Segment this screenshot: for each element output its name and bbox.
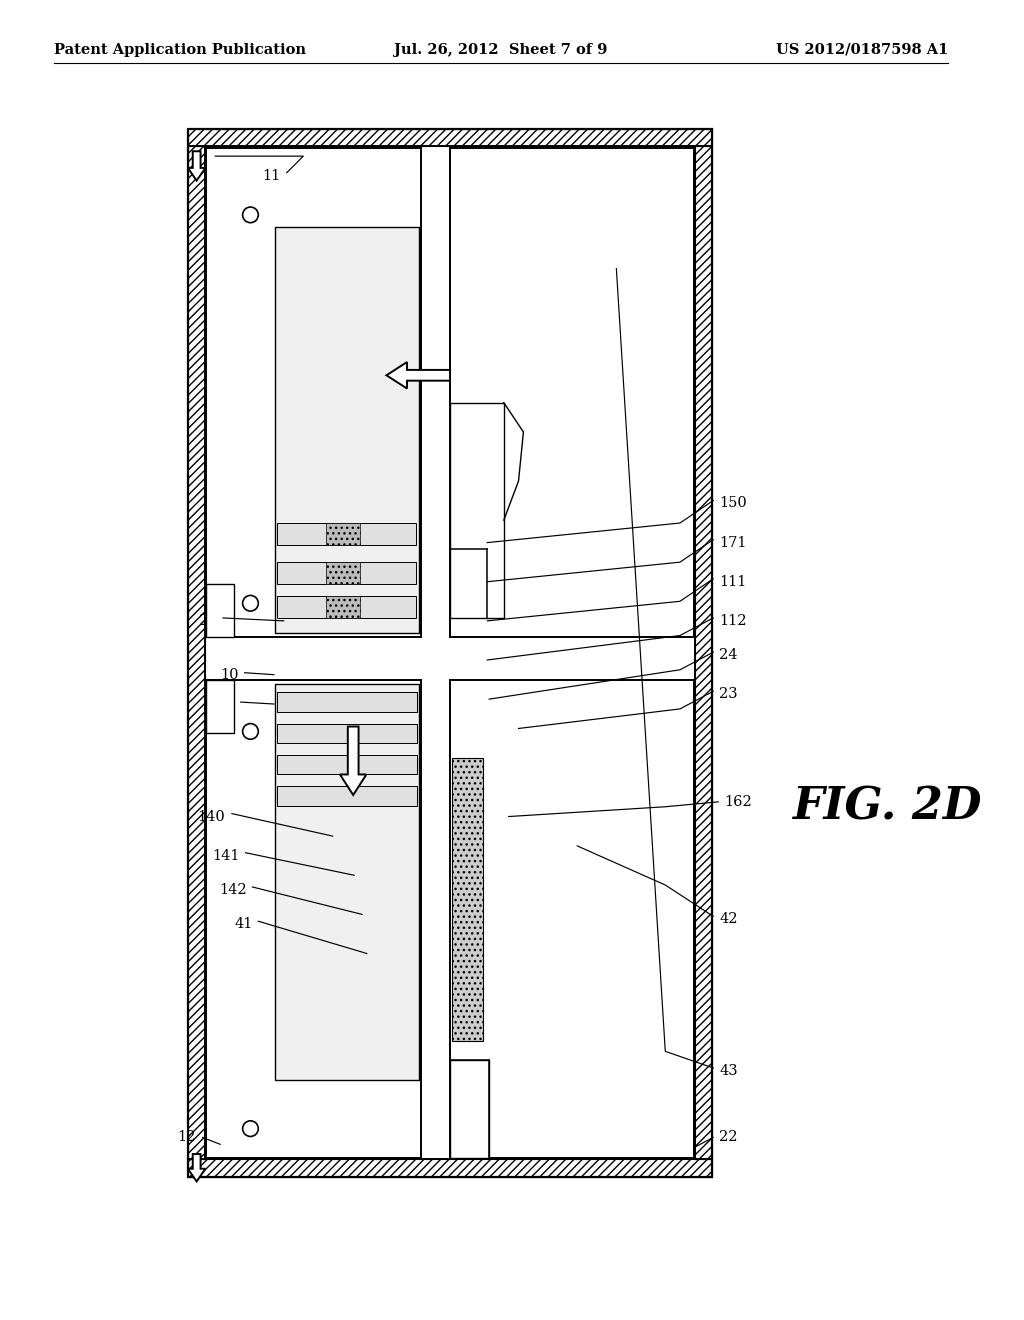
Bar [276, 787, 417, 805]
FancyArrow shape [187, 1154, 206, 1181]
Bar [276, 562, 416, 583]
FancyArrow shape [187, 152, 206, 181]
Bar [326, 523, 360, 545]
Text: 111: 111 [719, 574, 746, 589]
Circle shape [243, 723, 258, 739]
Bar [276, 523, 416, 545]
Text: Patent Application Publication: Patent Application Publication [54, 42, 306, 57]
Text: 112: 112 [719, 614, 746, 628]
Text: 20: 20 [216, 697, 234, 711]
Text: 140: 140 [198, 809, 225, 824]
Bar [276, 597, 416, 618]
Text: 10: 10 [220, 668, 239, 681]
Bar [274, 227, 419, 632]
Bar [452, 758, 483, 1040]
Circle shape [243, 207, 258, 223]
Text: 42: 42 [719, 912, 737, 927]
Text: 23: 23 [719, 688, 737, 701]
Bar [326, 597, 360, 618]
Bar [207, 680, 233, 734]
Text: 150: 150 [719, 496, 746, 511]
Bar [187, 1159, 713, 1176]
Bar [450, 403, 504, 618]
Bar [276, 692, 417, 711]
Text: 24: 24 [719, 648, 737, 663]
Bar [207, 148, 421, 638]
Text: 162: 162 [724, 795, 752, 809]
Text: 12: 12 [177, 1130, 196, 1144]
Text: Jul. 26, 2012  Sheet 7 of 9: Jul. 26, 2012 Sheet 7 of 9 [394, 42, 607, 57]
Text: 21: 21 [199, 614, 217, 628]
Text: US 2012/0187598 A1: US 2012/0187598 A1 [775, 42, 948, 57]
Bar [694, 147, 713, 1159]
FancyArrow shape [340, 726, 367, 795]
Bar [207, 680, 421, 1158]
Text: 11: 11 [262, 169, 281, 182]
Text: 142: 142 [219, 883, 247, 896]
Bar [276, 755, 417, 775]
FancyArrow shape [386, 362, 450, 388]
Bar [187, 147, 206, 1159]
Circle shape [243, 595, 258, 611]
Bar [274, 685, 419, 1080]
Text: 41: 41 [234, 917, 253, 931]
Bar [450, 148, 693, 638]
Text: 141: 141 [212, 849, 240, 863]
Bar [187, 129, 713, 1176]
Bar [207, 583, 233, 638]
Bar [187, 129, 713, 147]
Circle shape [243, 1121, 258, 1137]
Bar [276, 723, 417, 743]
Text: FIG. 2D: FIG. 2D [793, 785, 982, 828]
Text: 22: 22 [719, 1130, 737, 1144]
Text: 43: 43 [719, 1064, 737, 1078]
Bar [450, 1060, 489, 1158]
Bar [326, 562, 360, 583]
Bar [450, 680, 693, 1158]
Text: 171: 171 [719, 536, 746, 549]
